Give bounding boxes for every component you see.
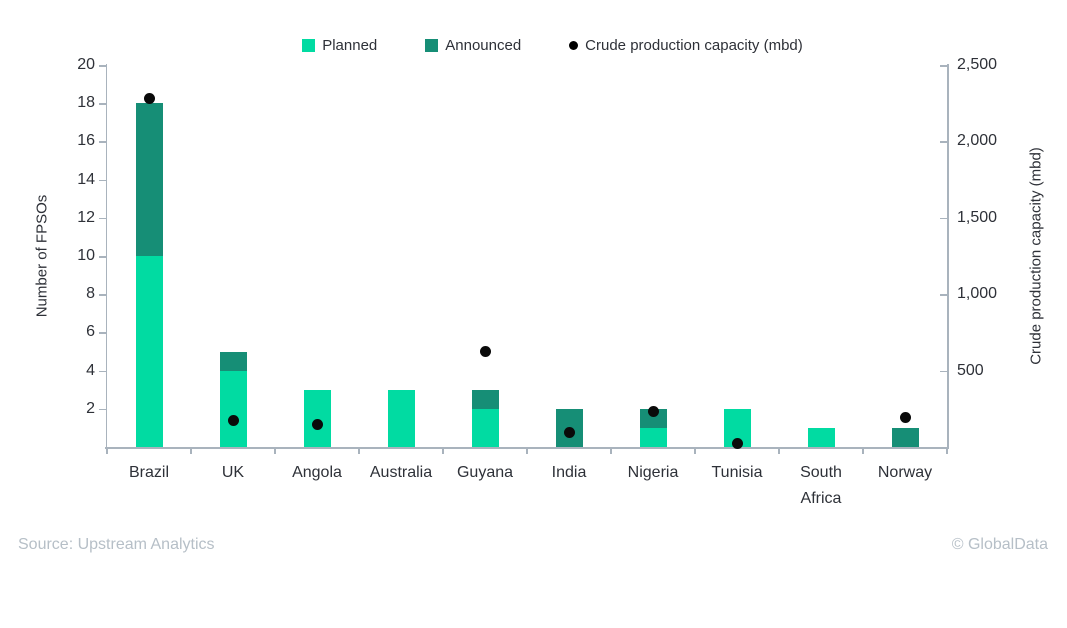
x-axis-tick xyxy=(610,448,612,454)
x-axis-tick xyxy=(106,448,108,454)
left-axis-tick-label: 20 xyxy=(77,56,95,73)
left-axis-tick xyxy=(99,294,106,296)
x-axis-tick xyxy=(442,448,444,454)
source-text: Source: Upstream Analytics xyxy=(18,536,215,553)
left-axis-tick xyxy=(99,217,106,220)
capacity-dot xyxy=(143,93,155,105)
capacity-dot xyxy=(899,412,911,424)
copyright-text: © GlobalData xyxy=(951,536,1048,553)
bar-planned-segment xyxy=(387,389,415,447)
x-axis-label: Nigeria xyxy=(627,464,679,481)
left-axis-tick-label: 6 xyxy=(86,323,95,341)
legend-label-announced: Announced xyxy=(445,37,522,54)
left-axis-tick xyxy=(99,141,106,143)
right-axis-tick xyxy=(940,65,947,67)
capacity-dot-icon xyxy=(569,41,579,50)
capacity-dot xyxy=(563,426,575,438)
capacity-dot xyxy=(311,418,323,430)
left-axis-tick xyxy=(99,65,106,67)
x-axis-label: South Africa xyxy=(800,464,842,507)
x-axis-label: India xyxy=(551,464,587,481)
legend-item-announced: Announced xyxy=(425,37,521,54)
x-axis-tick xyxy=(862,448,864,454)
x-axis-label: Guyana xyxy=(456,464,514,481)
bar-announced-segment xyxy=(639,408,667,428)
left-axis-tick xyxy=(99,179,106,182)
x-axis-tick xyxy=(190,448,192,454)
bar-announced-segment xyxy=(135,103,163,256)
left-axis-tick xyxy=(99,103,106,105)
left-axis-title: Number of FPSOs xyxy=(33,194,51,318)
capacity-dot xyxy=(227,414,239,426)
left-axis-tick-label: 18 xyxy=(77,94,95,112)
right-axis-tick xyxy=(940,370,947,373)
legend-label-capacity: Crude production capacity (mbd) xyxy=(585,37,803,54)
left-axis-tick-label: 14 xyxy=(77,170,95,188)
x-axis-label: UK xyxy=(221,464,245,481)
x-axis-label: Norway xyxy=(877,464,933,481)
bar-planned-segment xyxy=(219,370,247,447)
left-axis-tick-label: 4 xyxy=(86,361,95,379)
left-axis-tick-label: 8 xyxy=(86,285,95,303)
bar-planned-segment xyxy=(639,427,667,447)
x-axis-label: Tunisia xyxy=(711,464,763,481)
capacity-dot xyxy=(479,346,491,357)
bar-planned-segment xyxy=(135,256,163,447)
legend: Planned Announced Crude production capac… xyxy=(0,37,1067,54)
legend-item-planned: Planned xyxy=(302,37,377,54)
right-axis-tick-label: 1,000 xyxy=(957,285,998,303)
right-axis-title: Crude production capacity (mbd) xyxy=(1027,147,1045,365)
legend-item-capacity: Crude production capacity (mbd) xyxy=(569,37,803,54)
left-axis-tick-label: 12 xyxy=(77,208,95,226)
left-axis-tick-label: 16 xyxy=(77,132,95,150)
x-axis-tick xyxy=(946,448,948,454)
bar-planned-segment xyxy=(303,389,331,447)
right-axis-tick-label: 500 xyxy=(957,361,984,379)
x-axis-tick xyxy=(358,448,360,454)
capacity-dot xyxy=(647,406,659,418)
right-axis-line xyxy=(947,64,949,448)
right-axis-tick xyxy=(940,141,947,143)
x-axis-tick xyxy=(274,448,276,454)
x-axis-label: Angola xyxy=(292,464,342,481)
legend-label-planned: Planned xyxy=(322,37,378,54)
x-axis-tick xyxy=(526,448,528,454)
left-axis-tick-label: 2 xyxy=(86,399,95,417)
bar-announced-segment xyxy=(219,351,247,371)
x-axis-tick xyxy=(694,448,696,454)
left-axis-tick xyxy=(99,408,106,411)
x-axis-label: Australia xyxy=(369,464,433,481)
announced-swatch-icon xyxy=(425,39,439,52)
right-axis-tick-label: 1,500 xyxy=(957,208,998,226)
planned-swatch-icon xyxy=(302,39,316,52)
left-axis-tick xyxy=(99,370,106,373)
left-axis-tick xyxy=(99,332,106,334)
x-axis-line xyxy=(105,447,949,449)
left-axis-tick xyxy=(99,256,106,258)
bar-planned-segment xyxy=(807,427,835,447)
left-axis-tick-label: 10 xyxy=(77,247,95,264)
bar-announced-segment xyxy=(471,389,499,409)
bar-planned-segment xyxy=(471,408,499,447)
right-axis-tick xyxy=(940,294,947,296)
left-axis-line xyxy=(105,64,107,448)
right-axis-tick-label: 2,500 xyxy=(957,56,998,73)
right-axis-tick-label: 2,000 xyxy=(957,132,998,150)
capacity-dot xyxy=(731,438,743,450)
x-axis-label: Brazil xyxy=(128,464,169,481)
bar-announced-segment xyxy=(891,427,919,447)
x-axis-tick xyxy=(778,448,780,454)
right-axis-tick xyxy=(940,217,947,220)
